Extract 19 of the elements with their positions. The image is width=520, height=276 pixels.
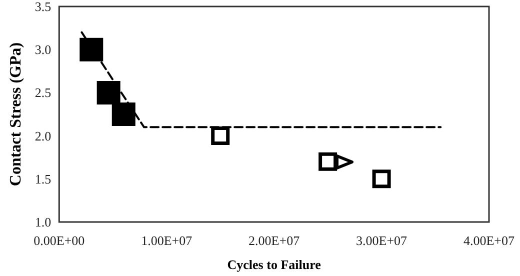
y-tick-label: 3.5: [34, 0, 52, 14]
point: [112, 102, 136, 126]
y-axis-title: Contact Stress (GPa): [8, 42, 24, 186]
x-tick-label: 1.00E+07: [141, 233, 193, 248]
y-tick-label: 1.5: [34, 171, 52, 186]
x-axis-title: Cycles to Failure: [227, 257, 322, 272]
y-tick-label: 1.0: [34, 214, 52, 230]
point: [372, 170, 391, 188]
point: [211, 126, 230, 146]
x-tick-label: 0.00E+00: [34, 233, 85, 248]
point: [96, 80, 120, 104]
x-tick-label: 4.00E+07: [463, 233, 516, 248]
y-tick-label: 2.5: [34, 85, 52, 100]
y-tick-label: 2.0: [34, 128, 52, 144]
x-tick-label: 2.00E+07: [248, 233, 300, 248]
x-tick-label: 3.00E+07: [356, 233, 408, 248]
point: [318, 152, 338, 171]
y-tick-label: 3.0: [34, 42, 52, 58]
point: [80, 38, 104, 62]
